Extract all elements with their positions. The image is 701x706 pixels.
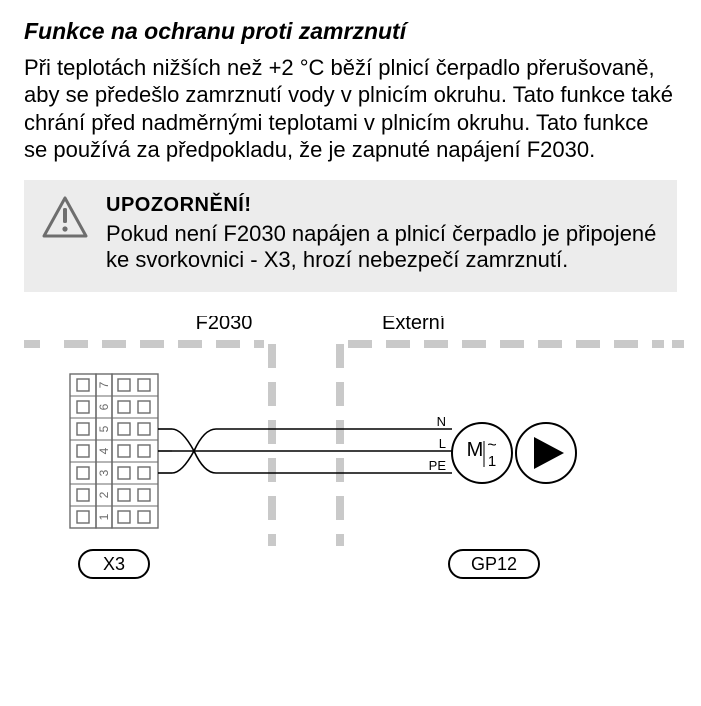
terminal-number: 5: [97, 426, 111, 433]
terminal-number: 1: [97, 514, 111, 521]
zone-left-label: F2030: [196, 316, 253, 334]
zone-right-label: Externí: [382, 316, 446, 334]
body-paragraph: Při teplotách nižších než +2 °C běží pln…: [24, 54, 677, 164]
terminal-number: 6: [97, 404, 111, 411]
motor-label-m: M: [467, 439, 484, 461]
terminal-number: 3: [97, 470, 111, 477]
motor-label-1: 1: [488, 453, 496, 470]
motor-label-wave: ~: [487, 437, 496, 454]
notice-content: UPOZORNĚNÍ! Pokud není F2030 napájen a p…: [106, 194, 659, 275]
section-heading: Funkce na ochranu proti zamrznutí: [24, 18, 677, 46]
wire-label-pe: PE: [429, 458, 447, 473]
terminal-number: 7: [97, 382, 111, 389]
notice-text: Pokud není F2030 napájen a plnicí čerpad…: [106, 221, 659, 275]
pill-x3-label: X3: [103, 554, 125, 574]
wire-label-n: N: [437, 414, 446, 429]
pill-gp12-label: GP12: [471, 554, 517, 574]
notice-box: UPOZORNĚNÍ! Pokud není F2030 napájen a p…: [24, 180, 677, 293]
wire-label-l: L: [439, 436, 446, 451]
wiring-diagram: F2030 Externí 7 6 5 4 3 2 1 NL PE M~1 X3 GP12: [24, 316, 677, 606]
terminal-number: 2: [97, 492, 111, 499]
notice-title: UPOZORNĚNÍ!: [106, 194, 659, 217]
warning-icon: [42, 196, 88, 238]
terminal-number: 4: [97, 448, 111, 455]
